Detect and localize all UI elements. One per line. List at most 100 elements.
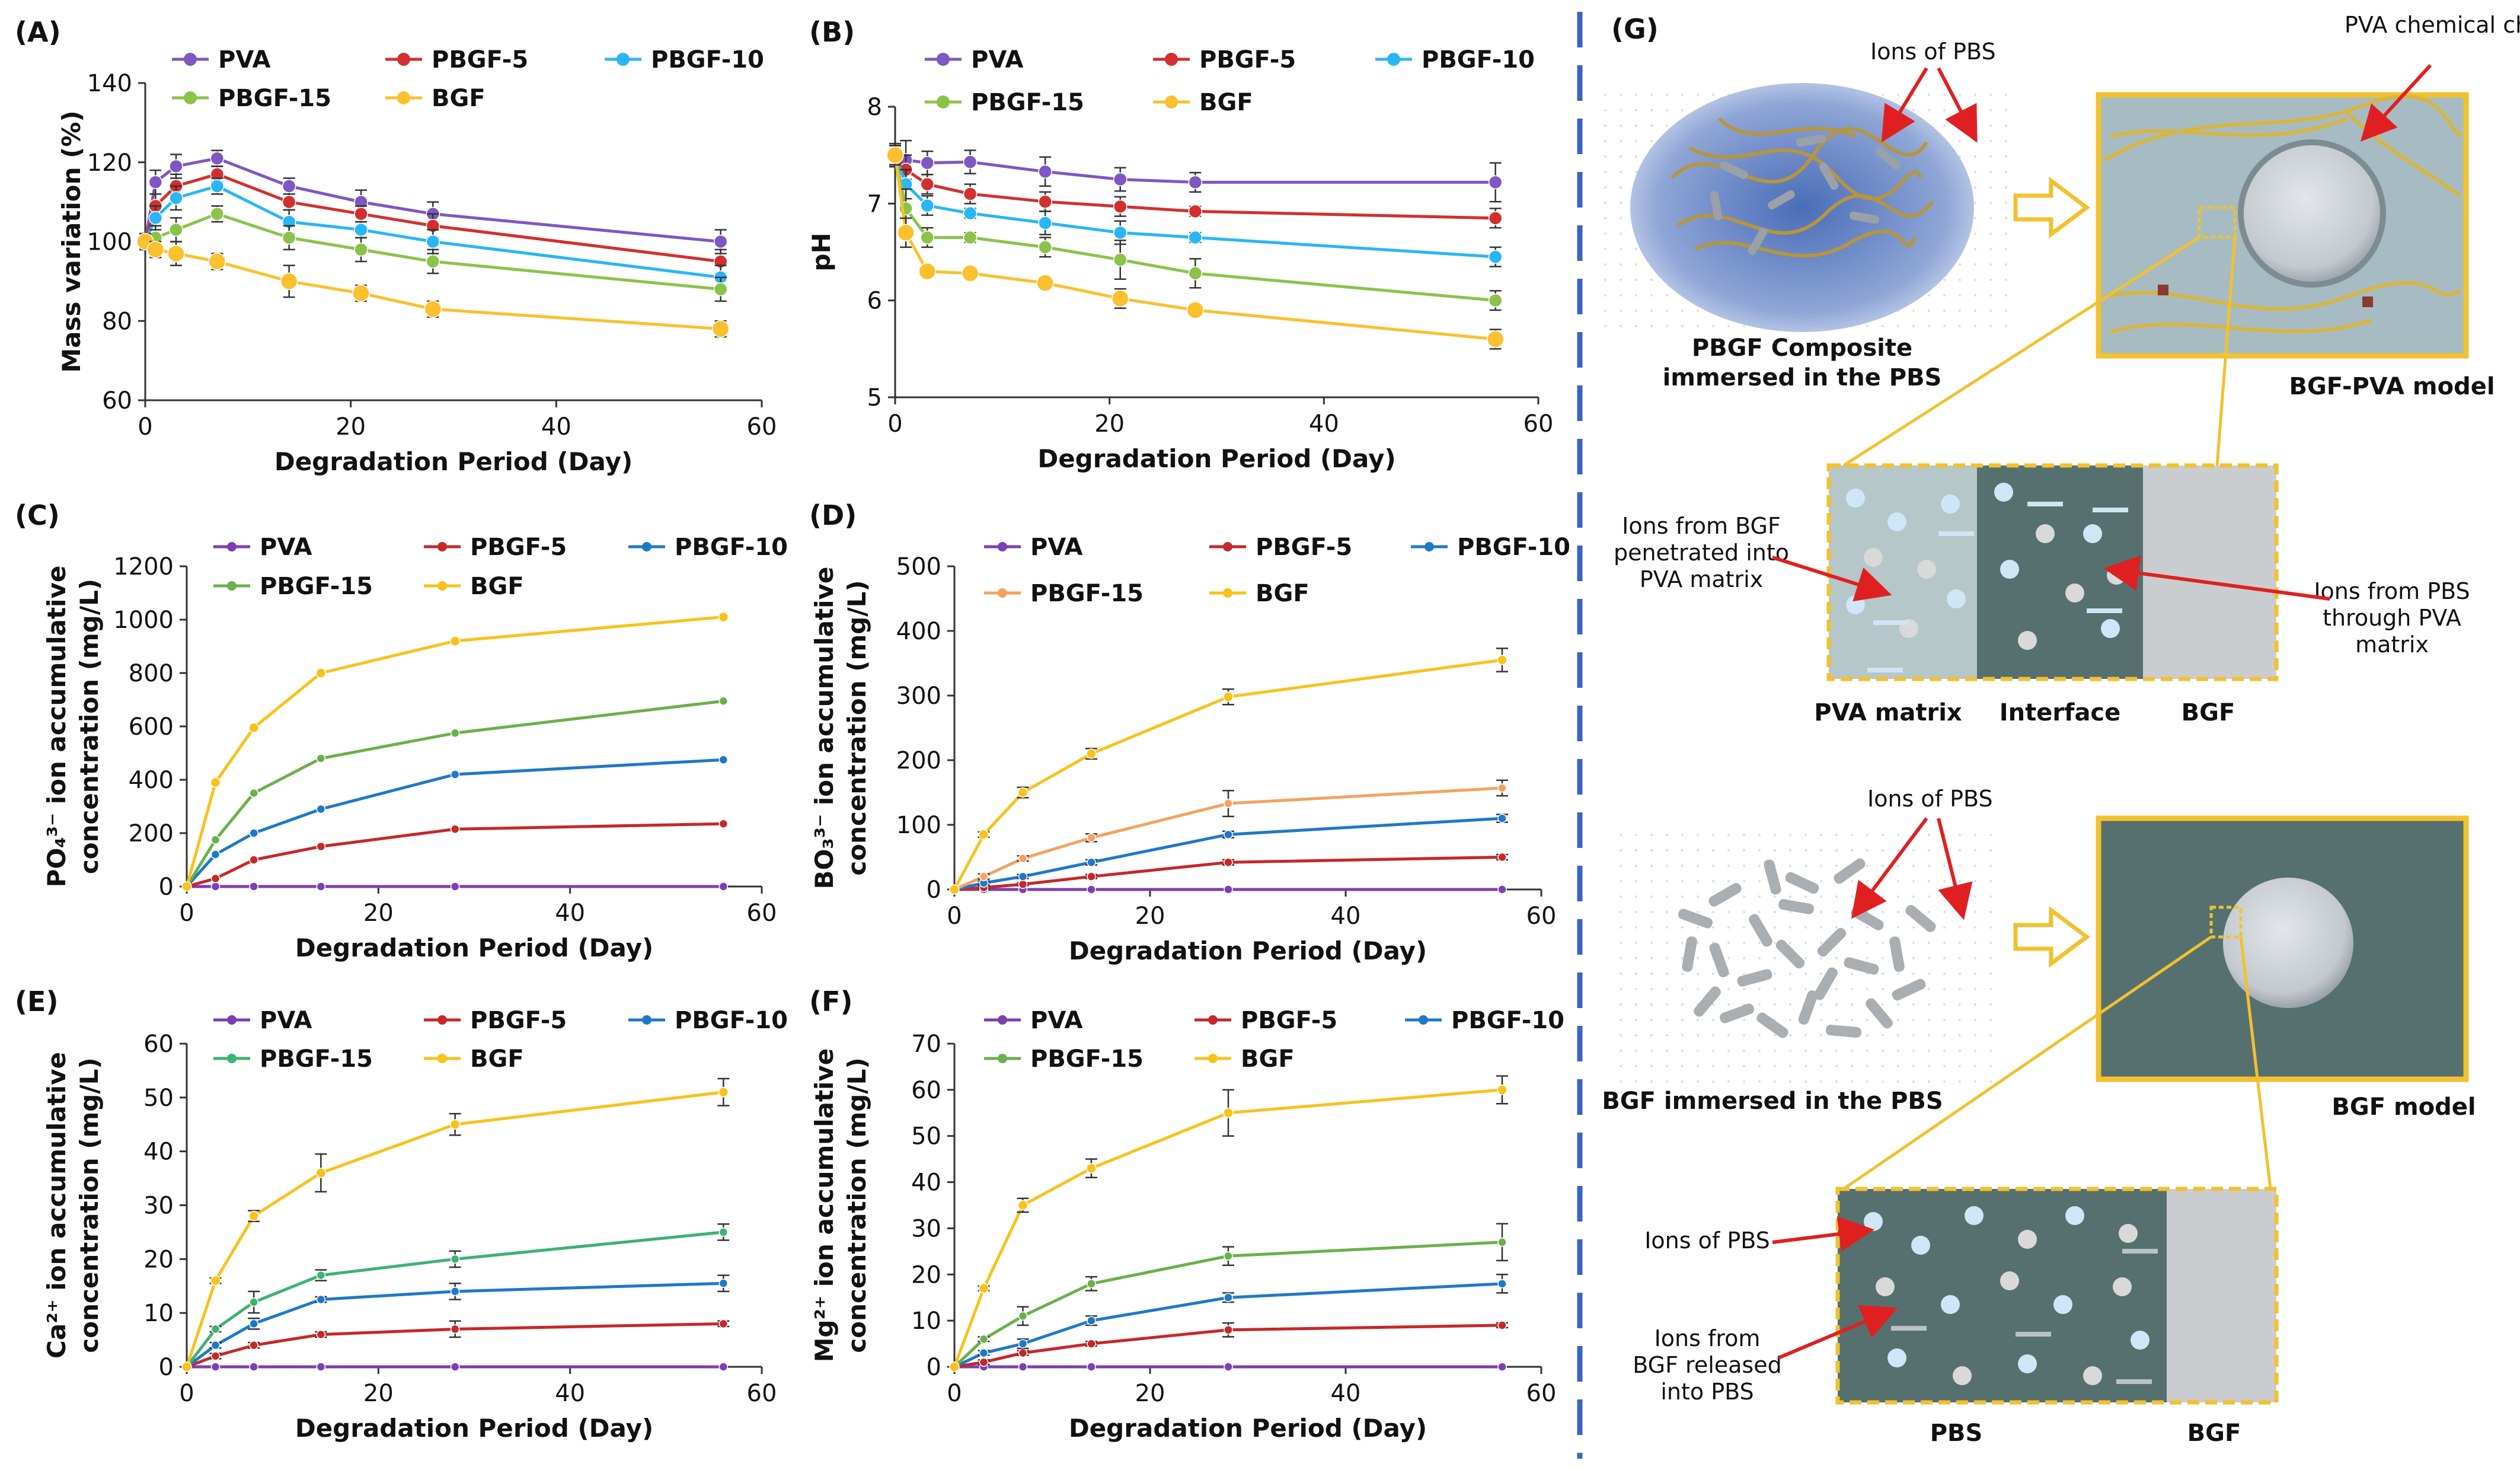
data-point bbox=[210, 206, 225, 221]
y-axis-label: concentration (mg/L) bbox=[842, 580, 871, 875]
y-tick-label: 30 bbox=[911, 1215, 941, 1242]
data-point bbox=[963, 155, 978, 169]
data-point bbox=[1018, 853, 1028, 863]
zone-label-bgf-bottom: BGF bbox=[2187, 1420, 2241, 1447]
data-point bbox=[1188, 204, 1203, 219]
data-point bbox=[210, 1340, 221, 1350]
data-point bbox=[354, 243, 368, 257]
y-tick-label: 400 bbox=[896, 618, 941, 645]
data-point bbox=[316, 1362, 326, 1372]
series-bgf bbox=[181, 611, 729, 892]
zoom-bottom-note-2-line1: Ions from bbox=[1655, 1325, 1761, 1351]
x-tick-label: 0 bbox=[179, 1380, 194, 1407]
series-bgf bbox=[136, 232, 730, 338]
zoom-square-bottom bbox=[2209, 905, 2243, 939]
y-tick-label: 20 bbox=[143, 1246, 174, 1273]
hollow-arrow-bottom bbox=[2013, 906, 2090, 968]
y-tick-label: 5 bbox=[867, 384, 882, 412]
data-point bbox=[979, 1357, 989, 1367]
legend-swatch-marker bbox=[1425, 542, 1434, 551]
y-tick-label: 50 bbox=[911, 1123, 941, 1150]
data-point bbox=[1188, 266, 1203, 280]
y-tick-label: 600 bbox=[129, 713, 174, 741]
data-point bbox=[1224, 799, 1233, 808]
data-point bbox=[210, 873, 221, 884]
series-line bbox=[186, 1322, 724, 1369]
data-point bbox=[146, 241, 165, 259]
data-point bbox=[920, 177, 934, 192]
data-point bbox=[1113, 253, 1128, 267]
data-point bbox=[718, 1362, 729, 1372]
legend-label: PVA bbox=[1030, 1007, 1083, 1034]
data-point bbox=[315, 1168, 327, 1178]
y-axis-label: Mass variation (%) bbox=[57, 110, 86, 372]
panel-label: (D) bbox=[809, 499, 857, 531]
bgf-rods-scatter bbox=[1678, 858, 1936, 1038]
bgf-rod bbox=[1756, 1012, 1788, 1038]
data-point bbox=[963, 206, 978, 221]
data-point bbox=[1224, 1325, 1233, 1335]
data-point bbox=[450, 882, 460, 891]
series-line bbox=[186, 758, 724, 888]
x-tick-label: 20 bbox=[363, 900, 394, 927]
y-axis-label: concentration (mg/L) bbox=[75, 579, 104, 874]
data-point bbox=[450, 728, 460, 738]
pva-chains-model bbox=[2103, 94, 2462, 334]
data-point bbox=[1087, 1339, 1096, 1348]
bgf-rod bbox=[1778, 899, 1814, 914]
legend-label: PBGF-5 bbox=[1256, 534, 1352, 561]
legend-swatch-marker bbox=[1223, 542, 1232, 551]
chart-b: (B) 5 6 7 8 0 20 40 60 Degradation Period (Day) pH… bbox=[807, 16, 1553, 473]
legend-swatch-marker bbox=[937, 95, 950, 109]
data-point bbox=[449, 1119, 461, 1130]
legend-swatch-marker bbox=[397, 91, 410, 104]
pva-chain-label-line: PVA chemical chain bbox=[2345, 12, 2520, 38]
panel-label: (A) bbox=[15, 16, 61, 48]
data-point bbox=[1018, 872, 1028, 881]
data-point bbox=[1224, 1362, 1233, 1372]
data-point bbox=[963, 230, 978, 245]
bgf-rod bbox=[1798, 990, 1818, 1025]
ion-dots-zoom-bottom bbox=[1864, 1206, 2149, 1385]
y-tick-label: 100 bbox=[896, 812, 941, 839]
legend-item: BGF bbox=[424, 1045, 524, 1073]
legend-label: PBGF-15 bbox=[1030, 580, 1144, 607]
x-tick-label: 0 bbox=[179, 900, 194, 927]
data-point bbox=[148, 211, 163, 225]
y-tick-label: 0 bbox=[159, 873, 174, 901]
chart-e: (E) 0 10 20 30 40 50 60 0 20 40 60 Degradation Perio… bbox=[15, 986, 788, 1443]
legend-item: PBGF-15 bbox=[984, 1045, 1144, 1073]
data-point bbox=[979, 1334, 989, 1344]
data-point bbox=[949, 1361, 960, 1372]
data-point bbox=[1087, 1362, 1096, 1372]
data-point bbox=[316, 754, 326, 763]
series-pva bbox=[888, 139, 1503, 203]
data-point bbox=[1086, 748, 1097, 759]
data-point bbox=[1497, 1238, 1507, 1247]
y-tick-label: 200 bbox=[896, 747, 941, 774]
ion-marker-1 bbox=[2158, 285, 2168, 295]
legend-item: PVA bbox=[984, 1007, 1083, 1034]
data-point bbox=[1497, 1321, 1507, 1330]
legend-label: PBGF-5 bbox=[1241, 1007, 1337, 1034]
data-point bbox=[249, 1319, 258, 1329]
data-point bbox=[1186, 301, 1205, 319]
data-point bbox=[1224, 1293, 1233, 1302]
legend-swatch-marker bbox=[1387, 53, 1400, 66]
data-point bbox=[316, 1294, 326, 1305]
y-tick-label: 800 bbox=[129, 660, 174, 687]
data-point bbox=[248, 722, 259, 733]
data-point bbox=[450, 1324, 460, 1334]
data-point bbox=[718, 1319, 729, 1329]
data-point bbox=[169, 159, 183, 174]
bgf-rod bbox=[1825, 1025, 1862, 1038]
zoom-top-right-note-3: matrix bbox=[2355, 632, 2429, 658]
x-tick-label: 20 bbox=[1135, 903, 1165, 930]
legend-swatch-marker bbox=[227, 1015, 237, 1025]
data-point bbox=[1086, 1163, 1097, 1174]
data-point bbox=[354, 206, 368, 221]
data-point bbox=[316, 1329, 326, 1340]
zoom-connector-bottom-right bbox=[2239, 936, 2272, 1190]
y-tick-label: 70 bbox=[911, 1031, 941, 1058]
data-point bbox=[713, 282, 728, 296]
